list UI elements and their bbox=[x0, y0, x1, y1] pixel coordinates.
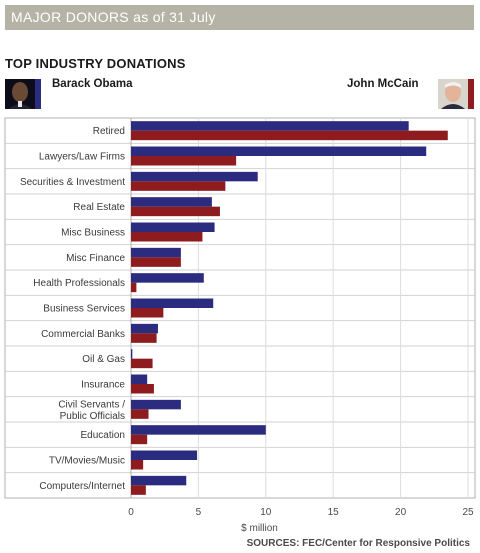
mccain-bar bbox=[131, 282, 137, 293]
obama-bar bbox=[131, 273, 204, 283]
header-title: MAJOR DONORS as of 31 July bbox=[11, 9, 216, 25]
mccain-bar bbox=[131, 308, 164, 318]
x-tick-label: 20 bbox=[395, 507, 407, 518]
category-label: Securities & Investment bbox=[20, 177, 125, 188]
obama-name: Barack Obama bbox=[52, 78, 133, 90]
section-title: TOP INDUSTRY DONATIONS bbox=[5, 56, 186, 71]
x-tick-label: 5 bbox=[196, 507, 202, 518]
mccain-bar bbox=[131, 485, 146, 495]
category-label: Misc Finance bbox=[66, 253, 125, 264]
mccain-portrait bbox=[438, 79, 474, 109]
obama-bar bbox=[131, 146, 427, 156]
mccain-bar bbox=[131, 232, 203, 242]
header-bar: MAJOR DONORS as of 31 July bbox=[5, 5, 474, 30]
category-label: Health Professionals bbox=[33, 278, 125, 289]
obama-bar bbox=[131, 323, 158, 334]
obama-bar bbox=[131, 121, 409, 131]
mccain-name: John McCain bbox=[347, 78, 419, 90]
category-label: Oil & Gas bbox=[82, 354, 125, 365]
obama-bar bbox=[131, 475, 187, 486]
category-label: Computers/Internet bbox=[39, 481, 125, 492]
mccain-bar bbox=[131, 333, 157, 343]
x-tick-label: 10 bbox=[260, 507, 272, 518]
category-label: Retired bbox=[93, 126, 125, 137]
category-label: Insurance bbox=[81, 380, 125, 391]
mccain-bar bbox=[131, 257, 181, 267]
category-label: TV/Movies/Music bbox=[49, 456, 125, 467]
category-label: Real Estate bbox=[73, 202, 125, 213]
x-tick-label: 25 bbox=[462, 507, 474, 518]
sources-note: SOURCES: FEC/Center for Responsive Polit… bbox=[246, 538, 470, 549]
obama-portrait bbox=[5, 79, 41, 109]
category-label: Business Services bbox=[43, 304, 125, 315]
mccain-bar bbox=[131, 181, 226, 191]
mccain-bar bbox=[131, 384, 154, 394]
obama-bar bbox=[131, 298, 214, 308]
obama-bar bbox=[131, 374, 148, 384]
obama-bar bbox=[131, 171, 258, 182]
category-label: Education bbox=[81, 430, 125, 441]
obama-bar bbox=[131, 450, 198, 460]
x-tick-label: 15 bbox=[328, 507, 340, 518]
obama-bar bbox=[131, 197, 212, 207]
mccain-bar bbox=[131, 409, 149, 419]
mccain-bar bbox=[131, 206, 220, 217]
mccain-bar bbox=[131, 130, 448, 141]
obama-bar bbox=[131, 425, 266, 435]
mccain-bar bbox=[131, 434, 148, 445]
mccain-bar bbox=[131, 358, 153, 369]
obama-bar bbox=[131, 349, 133, 359]
mccain-bar bbox=[131, 460, 144, 470]
obama-bar bbox=[131, 222, 215, 232]
obama-bar bbox=[131, 399, 181, 410]
x-tick-label: 0 bbox=[128, 507, 134, 518]
category-label: Commercial Banks bbox=[41, 329, 125, 340]
category-label: Misc Business bbox=[61, 228, 125, 239]
category-label: Lawyers/Law Firms bbox=[39, 152, 125, 163]
category-label: Civil Servants / Public Officials bbox=[58, 399, 125, 422]
obama-bar bbox=[131, 247, 181, 258]
x-axis-label: $ million bbox=[241, 523, 278, 534]
mccain-bar bbox=[131, 156, 237, 166]
